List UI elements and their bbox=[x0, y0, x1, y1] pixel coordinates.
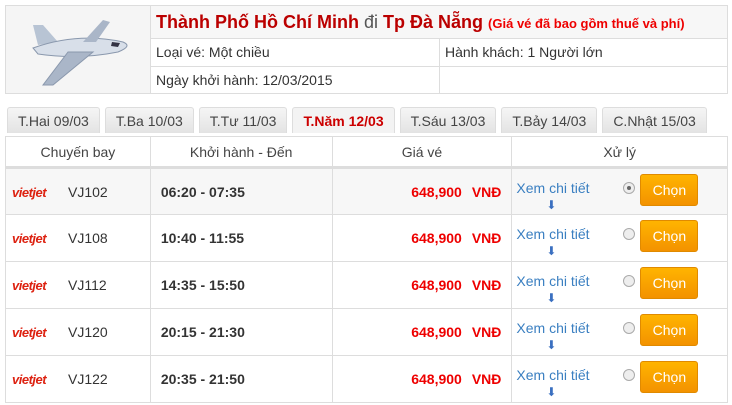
route-header: Thành Phố Hồ Chí Minh đi Tp Đà Nẵng (Giá… bbox=[5, 5, 728, 94]
tab-date[interactable]: C.Nhật 15/03 bbox=[602, 107, 707, 133]
vietjet-logo: vietjet bbox=[12, 278, 47, 293]
flight-time: 14:35 - 15:50 bbox=[149, 261, 333, 309]
passengers: Hành khách: 1 Người lớn bbox=[445, 44, 603, 61]
flight-code: VJ108 bbox=[68, 230, 108, 246]
destination: Tp Đà Nẵng bbox=[383, 12, 484, 32]
view-details-link[interactable]: Xem chi tiết bbox=[516, 180, 590, 196]
select-radio[interactable] bbox=[623, 182, 636, 194]
currency: VNĐ bbox=[471, 183, 502, 200]
tab-date-active[interactable]: T.Năm 12/03 bbox=[292, 107, 395, 133]
connector: đi bbox=[363, 12, 378, 32]
view-details-link[interactable]: Xem chi tiết bbox=[516, 226, 590, 242]
view-details-link[interactable]: Xem chi tiết bbox=[516, 320, 590, 336]
price-value: 648,900 bbox=[411, 277, 462, 293]
price-value: 648,900 bbox=[411, 230, 462, 246]
flight-time: 10:40 - 11:55 bbox=[149, 214, 333, 262]
arrow-down-icon[interactable]: ⬇ bbox=[546, 291, 557, 305]
column-header: Chuyến bay bbox=[5, 136, 151, 169]
price: 648,900 VNĐ bbox=[331, 355, 513, 403]
view-details-link[interactable]: Xem chi tiết bbox=[516, 367, 590, 383]
tab-date[interactable]: T.Sáu 13/03 bbox=[399, 107, 497, 133]
column-header: Xử lý bbox=[511, 136, 728, 169]
price-note: (Giá vé đã bao gồm thuế và phí) bbox=[488, 16, 685, 31]
price-value: 648,900 bbox=[411, 324, 462, 340]
table-row: vietjet VJ112 14:35 - 15:50 648,900 VNĐ Xe… bbox=[5, 261, 728, 309]
select-radio[interactable] bbox=[623, 228, 636, 240]
price-value: 648,900 bbox=[411, 371, 462, 387]
flight-time: 06:20 - 07:35 bbox=[149, 167, 333, 215]
price: 648,900 VNĐ bbox=[331, 214, 513, 262]
column-header: Khởi hành - Đến bbox=[149, 136, 333, 169]
flight-code: VJ120 bbox=[68, 324, 108, 340]
choose-button[interactable]: Chọn bbox=[640, 361, 699, 393]
currency: VNĐ bbox=[471, 324, 502, 340]
ticket-type: Loại vé: Một chiều bbox=[151, 39, 440, 66]
choose-button[interactable]: Chọn bbox=[640, 314, 699, 346]
origin: Thành Phố Hồ Chí Minh bbox=[156, 12, 359, 32]
choose-button[interactable]: Chọn bbox=[640, 220, 699, 252]
tab-date[interactable]: T.Hai 09/03 bbox=[7, 107, 100, 133]
currency: VNĐ bbox=[471, 371, 502, 387]
vietjet-logo: vietjet bbox=[12, 325, 47, 340]
flights-table: Chuyến bay Khởi hành - Đến Giá vé Xử lý … bbox=[5, 136, 728, 403]
currency: VNĐ bbox=[471, 277, 502, 293]
vietjet-logo: vietjet bbox=[12, 231, 47, 246]
price: 648,900 VNĐ bbox=[331, 167, 513, 215]
flight-code: VJ122 bbox=[68, 371, 108, 387]
price-value: 648,900 bbox=[411, 183, 462, 200]
arrow-down-icon[interactable]: ⬇ bbox=[546, 338, 557, 352]
flight-time: 20:15 - 21:30 bbox=[149, 308, 333, 356]
date-tabs: T.Hai 09/03 T.Ba 10/03 T.Tư 11/03 T.Năm … bbox=[7, 107, 707, 133]
flight-code: VJ102 bbox=[68, 183, 108, 200]
tab-date[interactable]: T.Tư 11/03 bbox=[198, 107, 288, 133]
price: 648,900 VNĐ bbox=[331, 308, 513, 356]
departure-date: Ngày khởi hành: 12/03/2015 bbox=[151, 66, 440, 93]
choose-button[interactable]: Chọn bbox=[640, 267, 699, 299]
price: 648,900 VNĐ bbox=[331, 261, 513, 309]
column-header: Giá vé bbox=[331, 136, 513, 169]
table-row: vietjet VJ122 20:35 - 21:50 648,900 VNĐ Xe… bbox=[5, 355, 728, 403]
view-details-link[interactable]: Xem chi tiết bbox=[516, 273, 590, 289]
vietjet-logo: vietjet bbox=[12, 372, 47, 387]
select-radio[interactable] bbox=[623, 322, 636, 334]
tab-date[interactable]: T.Bảy 14/03 bbox=[501, 107, 598, 133]
select-radio[interactable] bbox=[623, 369, 636, 381]
arrow-down-icon[interactable]: ⬇ bbox=[546, 244, 557, 258]
arrow-down-icon[interactable]: ⬇ bbox=[546, 385, 557, 399]
flight-time: 20:35 - 21:50 bbox=[149, 355, 333, 403]
airplane-image bbox=[6, 6, 151, 93]
currency: VNĐ bbox=[471, 230, 502, 246]
select-radio[interactable] bbox=[623, 275, 636, 287]
airplane-icon bbox=[32, 19, 128, 85]
flight-code: VJ112 bbox=[68, 277, 107, 293]
vietjet-logo: vietjet bbox=[12, 184, 47, 200]
arrow-down-icon[interactable]: ⬇ bbox=[546, 198, 557, 212]
choose-button[interactable]: Chọn bbox=[640, 174, 699, 206]
table-row: vietjet VJ120 20:15 - 21:30 648,900 VNĐ Xe… bbox=[5, 308, 728, 356]
table-row: vietjet VJ108 10:40 - 11:55 648,900 VNĐ Xe… bbox=[5, 214, 728, 262]
route-title: Thành Phố Hồ Chí Minh đi Tp Đà Nẵng (Giá… bbox=[151, 6, 727, 39]
tab-date[interactable]: T.Ba 10/03 bbox=[104, 107, 194, 133]
table-row: vietjet VJ102 06:20 - 07:35 648,900 VNĐ Xe… bbox=[5, 167, 728, 215]
